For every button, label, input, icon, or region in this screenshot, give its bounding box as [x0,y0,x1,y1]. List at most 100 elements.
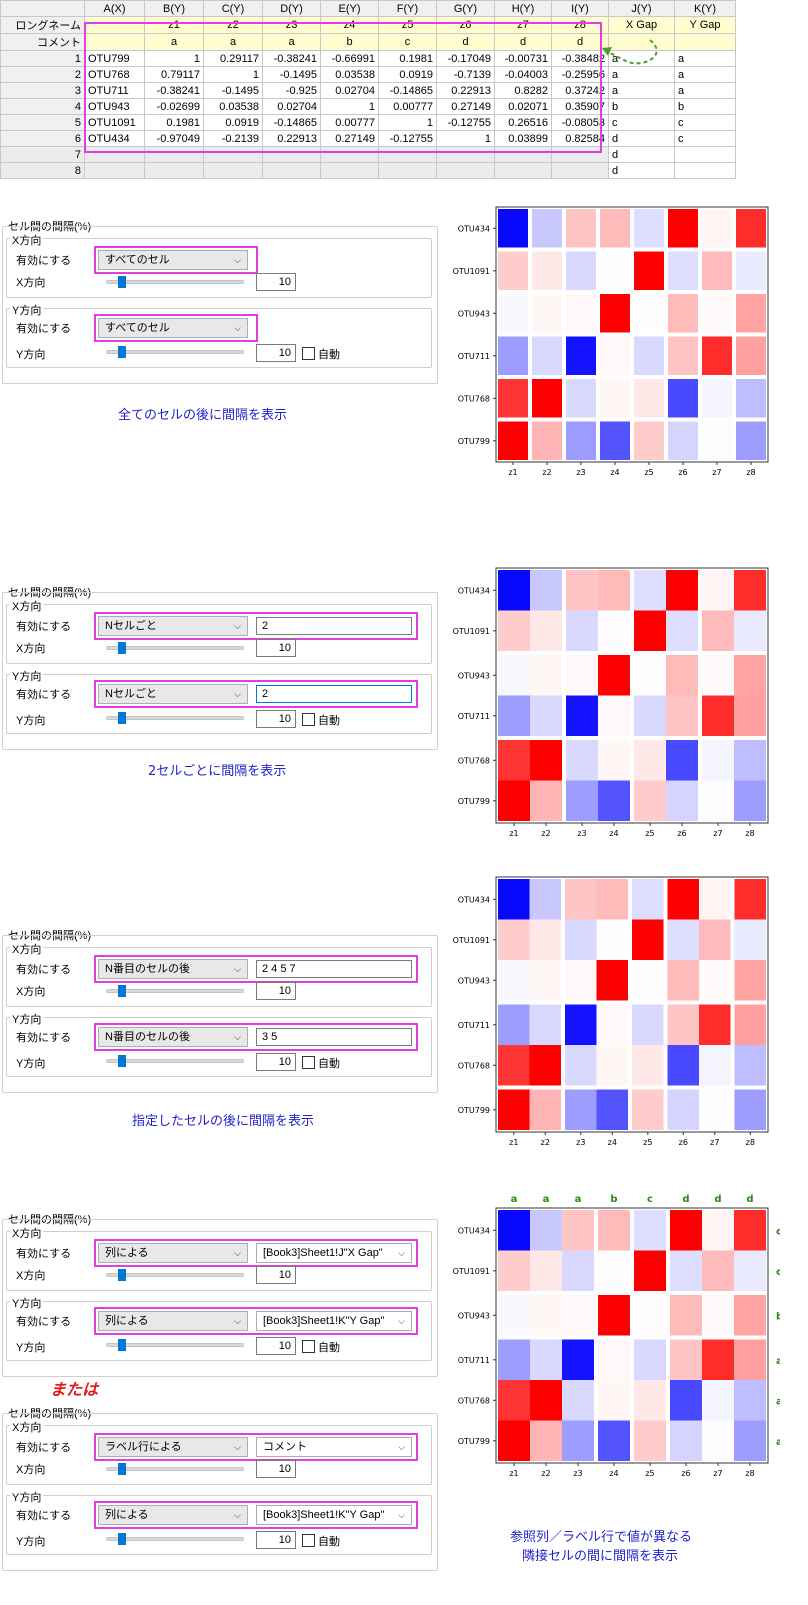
y-cells-input[interactable]: 2 [256,685,412,703]
comment-cell[interactable]: a [144,33,204,51]
table-cell[interactable]: 0.26516 [494,114,552,131]
table-cell[interactable]: 0.00777 [378,98,437,115]
table-cell[interactable]: -0.7139 [436,66,495,83]
table-cell[interactable]: 0.02071 [494,98,552,115]
table-cell[interactable]: a [674,82,736,99]
table-cell[interactable]: 0.79117 [144,66,204,83]
table-cell[interactable]: -0.14865 [378,82,437,99]
x-gap-input[interactable]: 10 [256,982,296,1000]
y-gap-slider-track[interactable] [106,1343,244,1347]
row-number[interactable]: 4 [0,98,85,115]
table-cell[interactable]: 0.03538 [203,98,263,115]
table-cell[interactable] [320,162,379,179]
table-cell[interactable]: 1 [320,98,379,115]
table-cell[interactable]: 0.27149 [320,130,379,147]
column-header[interactable]: D(Y) [262,0,321,17]
table-cell[interactable]: 0.00777 [320,114,379,131]
table-cell[interactable]: 0.29117 [203,50,263,67]
table-cell[interactable]: 0.02704 [320,82,379,99]
x-mode-dropdown[interactable]: ラベル行による ⌵ [98,1437,248,1457]
table-cell[interactable]: 0.27149 [436,98,495,115]
table-cell[interactable] [203,162,263,179]
row-number[interactable]: 6 [0,130,85,147]
x-gap-slider-thumb[interactable] [118,985,126,997]
auto-checkbox[interactable] [302,347,315,360]
long-name-cell[interactable]: X Gap [608,16,675,34]
y-source-dropdown[interactable]: [Book3]Sheet1!K"Y Gap" ⌵ [256,1311,412,1331]
table-cell[interactable]: OTU434 [84,130,145,147]
y-gap-input[interactable]: 10 [256,1337,296,1355]
long-name-cell[interactable]: Y Gap [674,16,736,34]
column-header[interactable]: B(Y) [144,0,204,17]
long-name-label[interactable]: ロングネーム [0,16,85,34]
y-gap-slider-track[interactable] [106,716,244,720]
table-cell[interactable]: -0.08053 [551,114,609,131]
table-cell[interactable]: a [674,66,736,83]
y-gap-slider-track[interactable] [106,350,244,354]
table-cell[interactable]: OTU768 [84,66,145,83]
auto-checkbox[interactable] [302,1534,315,1547]
table-cell[interactable] [436,162,495,179]
table-cell[interactable]: 0.0919 [203,114,263,131]
column-header[interactable]: H(Y) [494,0,552,17]
y-mode-dropdown[interactable]: すべてのセル ⌵ [98,318,248,338]
y-gap-input[interactable]: 10 [256,1531,296,1549]
column-header[interactable]: F(Y) [378,0,437,17]
table-cell[interactable]: 0.8282 [494,82,552,99]
x-mode-dropdown[interactable]: 列による ⌵ [98,1243,248,1263]
y-gap-slider-thumb[interactable] [118,1339,126,1351]
table-cell[interactable]: -0.04003 [494,66,552,83]
long-name-cell[interactable]: z4 [320,16,379,34]
row-number[interactable]: 1 [0,50,85,67]
row-number[interactable]: 7 [0,146,85,163]
y-gap-slider-track[interactable] [106,1059,244,1063]
table-cell[interactable] [378,162,437,179]
long-name-cell[interactable]: z6 [436,16,495,34]
x-source-dropdown[interactable]: コメント ⌵ [256,1437,412,1457]
table-cell[interactable]: 0.02704 [262,98,321,115]
x-gap-slider-thumb[interactable] [118,642,126,654]
comment-cell[interactable]: a [203,33,263,51]
y-gap-slider-track[interactable] [106,1537,244,1541]
table-cell[interactable]: 0.22913 [436,82,495,99]
table-cell[interactable]: c [608,114,675,131]
y-gap-input[interactable]: 10 [256,710,296,728]
long-name-cell[interactable]: z3 [262,16,321,34]
table-cell[interactable]: -0.14865 [262,114,321,131]
long-name-cell[interactable]: z8 [551,16,609,34]
table-cell[interactable]: 1 [436,130,495,147]
table-cell[interactable]: -0.38241 [262,50,321,67]
table-cell[interactable] [551,146,609,163]
table-cell[interactable]: -0.66991 [320,50,379,67]
table-cell[interactable]: -0.1495 [262,66,321,83]
table-cell[interactable]: d [608,130,675,147]
long-name-cell[interactable]: z5 [378,16,437,34]
table-cell[interactable]: OTU1091 [84,114,145,131]
long-name-cell[interactable]: z2 [203,16,263,34]
x-gap-input[interactable]: 10 [256,273,296,291]
table-cell[interactable] [320,146,379,163]
comment-cell[interactable] [674,33,736,51]
x-gap-slider-thumb[interactable] [118,1269,126,1281]
y-gap-slider-thumb[interactable] [118,1533,126,1545]
x-gap-slider-track[interactable] [106,280,244,284]
y-gap-input[interactable]: 10 [256,1053,296,1071]
table-cell[interactable]: 0.0919 [378,66,437,83]
table-cell[interactable]: -0.02699 [144,98,204,115]
column-header[interactable]: C(Y) [203,0,263,17]
table-cell[interactable]: d [608,146,675,163]
table-cell[interactable]: a [608,82,675,99]
x-gap-slider-track[interactable] [106,989,244,993]
table-cell[interactable] [84,162,145,179]
table-cell[interactable]: -0.12755 [378,130,437,147]
y-gap-input[interactable]: 10 [256,344,296,362]
table-cell[interactable]: -0.97049 [144,130,204,147]
x-gap-slider-track[interactable] [106,1273,244,1277]
table-cell[interactable] [378,146,437,163]
column-header[interactable]: I(Y) [551,0,609,17]
table-cell[interactable]: -0.925 [262,82,321,99]
column-header[interactable]: K(Y) [674,0,736,17]
x-gap-slider-thumb[interactable] [118,1463,126,1475]
table-cell[interactable] [494,146,552,163]
row-number[interactable]: 8 [0,162,85,179]
